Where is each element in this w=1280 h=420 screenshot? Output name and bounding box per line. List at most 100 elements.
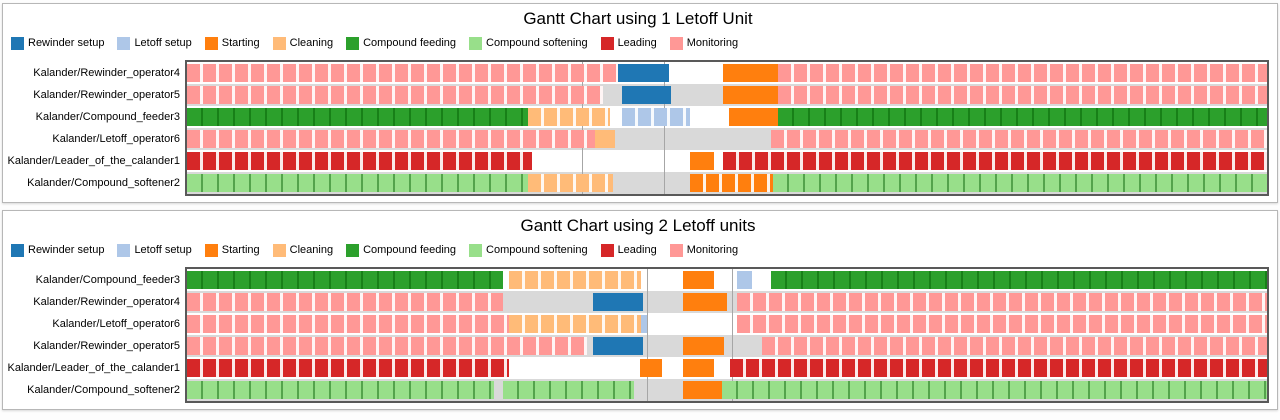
task-segment-cleaning bbox=[528, 108, 611, 126]
task-segment-cleaning bbox=[508, 271, 641, 289]
legend-item-letoff-setup: Letoff setup bbox=[117, 36, 192, 50]
legend-2: Rewinder setup Letoff setup Starting Cleani… bbox=[11, 242, 1269, 258]
task-segment-compound-feeding bbox=[777, 108, 1267, 126]
legend-item-starting: Starting bbox=[204, 243, 260, 257]
row-label-kalander-leader-of-the-calander1: Kalander/Leader_of_the_calander1 bbox=[7, 362, 180, 374]
gantt-row-kalander-rewinder-operator5 bbox=[187, 84, 1267, 106]
task-segment-leading bbox=[187, 359, 509, 377]
task-segment-leading bbox=[187, 152, 532, 170]
gantt-row-kalander-letoff-operator6 bbox=[187, 313, 1267, 335]
legend-swatch-compound-softening bbox=[469, 243, 483, 257]
row-label-kalander-compound-softener2: Kalander/Compound_softener2 bbox=[27, 177, 180, 189]
legend-swatch-monitoring bbox=[669, 243, 683, 257]
task-segment-leading bbox=[730, 359, 1267, 377]
row-label-kalander-rewinder-operator4: Kalander/Rewinder_operator4 bbox=[33, 296, 180, 308]
row-label-kalander-rewinder-operator4: Kalander/Rewinder_operator4 bbox=[33, 67, 180, 79]
gantt-row-kalander-leader-of-the-calander1 bbox=[187, 357, 1267, 379]
task-segment-compound-feeding bbox=[187, 271, 504, 289]
legend-label-compound-softening: Compound softening bbox=[486, 36, 588, 49]
task-segment-compound-softening bbox=[503, 381, 635, 399]
task-segment-starting bbox=[639, 359, 663, 377]
legend-swatch-cleaning bbox=[272, 36, 286, 50]
legend-item-leading: Leading bbox=[600, 243, 657, 257]
task-segment-monitoring bbox=[777, 64, 1267, 82]
gridline bbox=[732, 269, 734, 401]
gantt-row-kalander-leader-of-the-calander1 bbox=[187, 150, 1267, 172]
legend-label-monitoring: Monitoring bbox=[686, 36, 739, 49]
legend-label-letoff-setup: Letoff setup bbox=[134, 243, 192, 256]
gantt-row-kalander-compound-feeder3 bbox=[187, 106, 1267, 128]
legend-swatch-rewinder-setup bbox=[11, 36, 24, 50]
task-segment-monitoring bbox=[187, 293, 504, 311]
gantt-row-kalander-rewinder-operator4 bbox=[187, 291, 1267, 313]
legend-item-compound-feeding: Compound feeding bbox=[346, 243, 457, 257]
task-segment-rewinder-setup bbox=[617, 64, 669, 82]
task-segment-monitoring bbox=[771, 130, 1267, 148]
gantt-panel-2-letoff: Gantt Chart using 2 Letoff units Rewinde… bbox=[2, 210, 1278, 410]
legend-label-compound-feeding: Compound feeding bbox=[363, 243, 457, 256]
task-segment-compound-feeding bbox=[771, 271, 1267, 289]
gantt-panel-1-letoff: Gantt Chart using 1 Letoff Unit Rewinder… bbox=[2, 3, 1278, 203]
legend-label-monitoring: Monitoring bbox=[686, 243, 739, 256]
task-segment-starting bbox=[690, 174, 774, 192]
legend-swatch-compound-feeding bbox=[346, 36, 360, 50]
legend-item-compound-softening: Compound softening bbox=[469, 243, 588, 257]
gantt-row-kalander-compound-softener2 bbox=[187, 379, 1267, 401]
legend-item-cleaning: Cleaning bbox=[272, 243, 333, 257]
gridline bbox=[582, 62, 584, 194]
task-segment-cleaning bbox=[595, 130, 615, 148]
row-label-kalander-leader-of-the-calander1: Kalander/Leader_of_the_calander1 bbox=[7, 155, 180, 167]
row-label-kalander-compound-feeder3: Kalander/Compound_feeder3 bbox=[35, 111, 180, 123]
task-segment-starting bbox=[682, 359, 715, 377]
legend-label-letoff-setup: Letoff setup bbox=[134, 36, 192, 49]
row-labels-1: Kalander/Rewinder_operator4 Kalander/Rewi… bbox=[7, 60, 185, 196]
plot-area-2 bbox=[185, 267, 1269, 403]
task-segment-starting bbox=[722, 86, 778, 104]
gantt-chart-2: Kalander/Compound_feeder3 Kalander/Rewind… bbox=[7, 267, 1269, 403]
legend-label-rewinder-setup: Rewinder setup bbox=[28, 36, 105, 49]
task-segment-starting bbox=[682, 381, 722, 399]
legend-swatch-letoff-setup bbox=[117, 243, 131, 257]
row-label-kalander-compound-feeder3: Kalander/Compound_feeder3 bbox=[35, 274, 180, 286]
row-labels-2: Kalander/Compound_feeder3 Kalander/Rewind… bbox=[7, 267, 185, 403]
row-label-kalander-letoff-operator6: Kalander/Letoff_operator6 bbox=[52, 133, 180, 145]
legend-item-leading: Leading bbox=[600, 36, 657, 50]
gantt-row-kalander-rewinder-operator4 bbox=[187, 62, 1267, 84]
legend-label-compound-feeding: Compound feeding bbox=[363, 36, 457, 49]
task-segment-monitoring bbox=[736, 315, 1267, 333]
task-segment-compound-softening bbox=[721, 381, 1267, 399]
legend-item-rewinder-setup: Rewinder setup bbox=[11, 36, 105, 50]
gantt-row-kalander-letoff-operator6 bbox=[187, 128, 1267, 150]
chart-title-2: Gantt Chart using 2 Letoff units bbox=[520, 216, 756, 235]
row-label-kalander-compound-softener2: Kalander/Compound_softener2 bbox=[27, 384, 180, 396]
task-segment-starting bbox=[729, 108, 778, 126]
chart-title-1: Gantt Chart using 1 Letoff Unit bbox=[523, 9, 753, 28]
legend-swatch-starting bbox=[204, 243, 218, 257]
legend-item-cleaning: Cleaning bbox=[272, 36, 333, 50]
task-segment-starting bbox=[690, 152, 715, 170]
task-segment-monitoring bbox=[187, 64, 618, 82]
task-segment-starting bbox=[682, 271, 715, 289]
task-segment-monitoring bbox=[736, 293, 1267, 311]
task-segment-rewinder-setup bbox=[593, 337, 643, 355]
task-segment-cleaning bbox=[528, 174, 613, 192]
legend-label-leading: Leading bbox=[617, 36, 657, 49]
legend-label-starting: Starting bbox=[221, 36, 260, 49]
task-segment-monitoring bbox=[761, 337, 1267, 355]
gantt-row-kalander-compound-softener2 bbox=[187, 172, 1267, 194]
legend-swatch-letoff-setup bbox=[117, 36, 131, 50]
legend-label-starting: Starting bbox=[221, 243, 260, 256]
legend-swatch-rewinder-setup bbox=[11, 243, 24, 257]
legend-item-compound-feeding: Compound feeding bbox=[346, 36, 457, 50]
task-segment-compound-softening bbox=[187, 381, 494, 399]
gridline bbox=[664, 62, 666, 194]
gridline bbox=[647, 269, 649, 401]
task-segment-compound-feeding bbox=[187, 108, 529, 126]
legend-item-rewinder-setup: Rewinder setup bbox=[11, 243, 105, 257]
task-segment-starting bbox=[682, 293, 727, 311]
plot-area-1 bbox=[185, 60, 1269, 196]
legend-label-rewinder-setup: Rewinder setup bbox=[28, 243, 105, 256]
task-segment-compound-softening bbox=[187, 174, 529, 192]
task-segment-rewinder-setup bbox=[622, 86, 671, 104]
task-segment-letoff-setup bbox=[640, 315, 648, 333]
